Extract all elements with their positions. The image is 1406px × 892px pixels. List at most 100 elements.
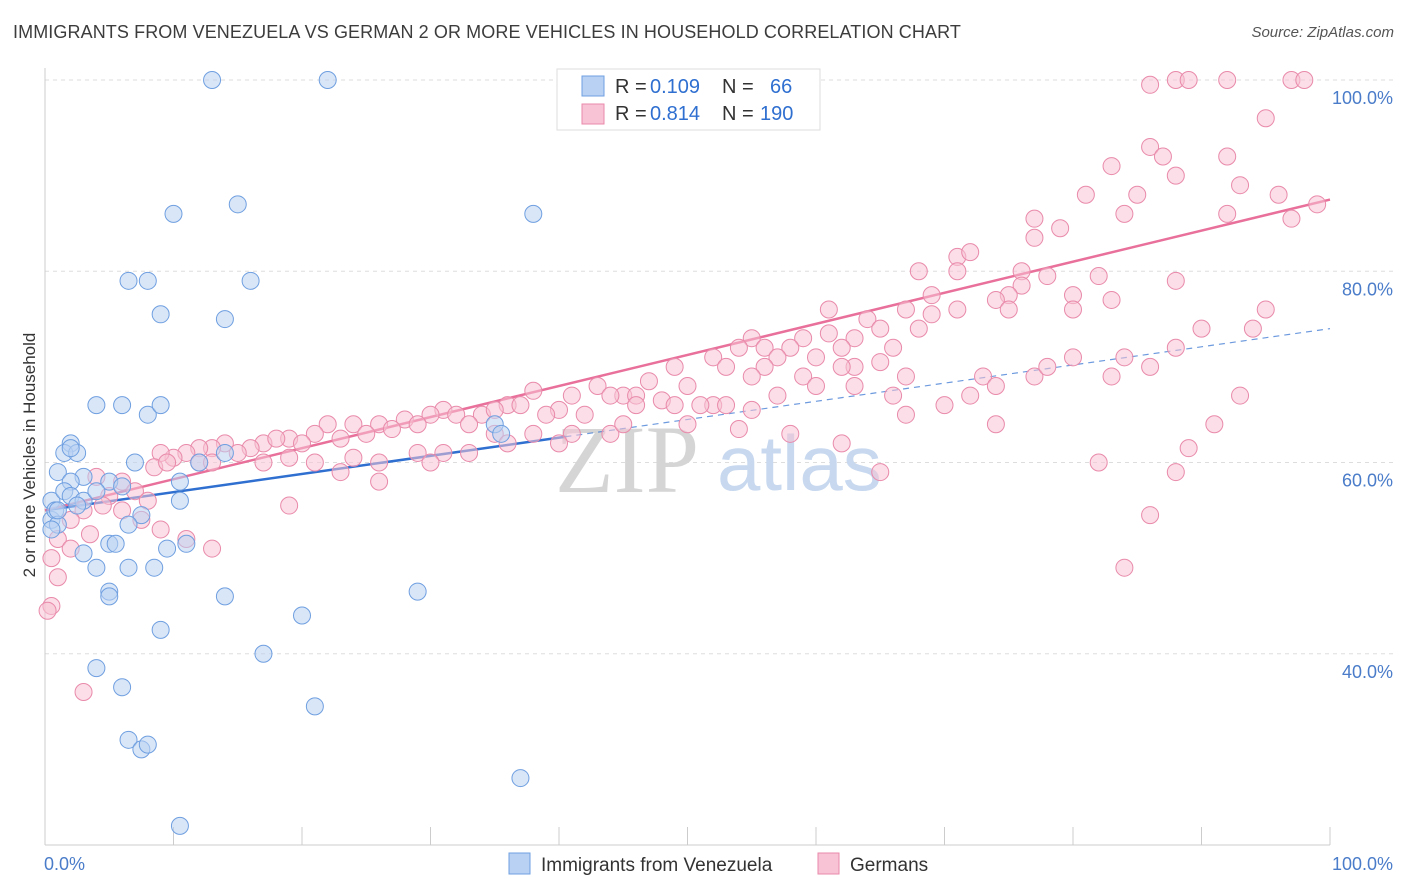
point-germans (1166, 338, 1185, 357)
point-germans (408, 415, 427, 434)
point-germans (678, 415, 697, 434)
point-germans (1179, 439, 1198, 458)
point-venezuela (106, 534, 125, 553)
point-germans (1025, 209, 1044, 228)
point-germans (370, 472, 389, 491)
point-germans (871, 319, 890, 338)
point-venezuela (68, 496, 87, 515)
y-axis-label: 2 or more Vehicles in Household (20, 333, 39, 578)
point-venezuela (177, 534, 196, 553)
point-venezuela (119, 558, 138, 577)
point-germans (434, 443, 453, 462)
point-germans (447, 405, 466, 424)
point-germans (1102, 367, 1121, 386)
point-germans (986, 415, 1005, 434)
point-venezuela (74, 544, 93, 563)
point-venezuela (87, 396, 106, 415)
point-germans (858, 310, 877, 329)
point-germans (794, 329, 813, 348)
point-germans (1166, 166, 1185, 185)
point-germans (704, 348, 723, 367)
point-germans (1025, 367, 1044, 386)
point-germans (357, 424, 376, 443)
point-venezuela (113, 477, 132, 496)
bottom-legend-germans: Germans (850, 855, 928, 876)
point-germans (935, 396, 954, 415)
point-germans (691, 396, 710, 415)
point-venezuela (138, 405, 157, 424)
point-germans (922, 286, 941, 305)
point-venezuela (145, 558, 164, 577)
point-venezuela (100, 587, 119, 606)
legend-r-label-1: R = (615, 76, 647, 98)
point-germans (755, 338, 774, 357)
point-germans (1115, 348, 1134, 367)
bottom-legend-swatch-venezuela (508, 852, 531, 875)
point-venezuela (113, 396, 132, 415)
point-venezuela (215, 443, 234, 462)
point-germans (1231, 176, 1250, 195)
point-germans (832, 338, 851, 357)
point-venezuela (151, 396, 170, 415)
point-germans (305, 453, 324, 472)
point-germans (1218, 71, 1237, 89)
point-germans (562, 386, 581, 405)
point-germans (832, 357, 851, 376)
point-venezuela (203, 71, 222, 89)
point-venezuela (318, 71, 337, 89)
legend-r-label-2: R = (615, 103, 647, 125)
point-germans (768, 386, 787, 405)
legend-r-value-2: 0.814 (650, 103, 700, 125)
point-germans (896, 405, 915, 424)
point-germans (1166, 271, 1185, 290)
point-germans (318, 415, 337, 434)
point-germans (1282, 209, 1301, 228)
point-germans (807, 348, 825, 367)
y-tick-labels: 40.0% 60.0% 80.0% 100.0% (1332, 88, 1393, 682)
point-germans (1102, 290, 1121, 309)
point-germans (909, 262, 928, 281)
point-venezuela (408, 582, 427, 601)
point-germans (42, 549, 61, 568)
point-venezuela (492, 424, 511, 443)
point-germans (845, 377, 864, 395)
point-germans (80, 525, 99, 544)
point-venezuela (254, 644, 273, 663)
point-venezuela (228, 195, 247, 214)
point-germans (717, 357, 736, 376)
point-germans (537, 405, 556, 424)
point-germans (884, 338, 903, 357)
point-venezuela (170, 816, 189, 835)
chart-source: Source: ZipAtlas.com (1251, 24, 1394, 41)
point-germans (511, 396, 530, 415)
point-germans (1192, 319, 1211, 338)
legend-swatch-pink (581, 103, 605, 125)
legend-n-value-2: 190 (760, 103, 793, 125)
point-venezuela (170, 491, 189, 510)
point-germans (1295, 71, 1314, 89)
point-germans (961, 386, 980, 405)
point-germans (884, 386, 903, 405)
point-germans (832, 434, 851, 453)
point-germans (1205, 415, 1224, 434)
point-germans (1256, 109, 1275, 128)
point-germans (986, 290, 1005, 309)
point-venezuela (241, 271, 260, 290)
point-germans (460, 415, 479, 434)
point-germans (717, 396, 736, 415)
point-venezuela (164, 204, 183, 223)
point-venezuela (48, 463, 67, 482)
point-germans (819, 300, 838, 319)
point-germans (305, 424, 324, 443)
point-germans (408, 443, 427, 462)
point-germans (1038, 357, 1057, 376)
legend-box: R = 0.109 N = 66 R = 0.814 N = 190 (556, 68, 821, 131)
chart-title: IMMIGRANTS FROM VENEZUELA VS GERMAN 2 OR… (13, 22, 961, 42)
point-germans (382, 420, 401, 439)
point-venezuela (87, 482, 106, 501)
y-tick-label: 100.0% (1332, 88, 1393, 108)
axes (44, 68, 1331, 846)
point-germans (344, 415, 363, 434)
point-venezuela (42, 520, 61, 539)
point-germans (1115, 558, 1134, 577)
